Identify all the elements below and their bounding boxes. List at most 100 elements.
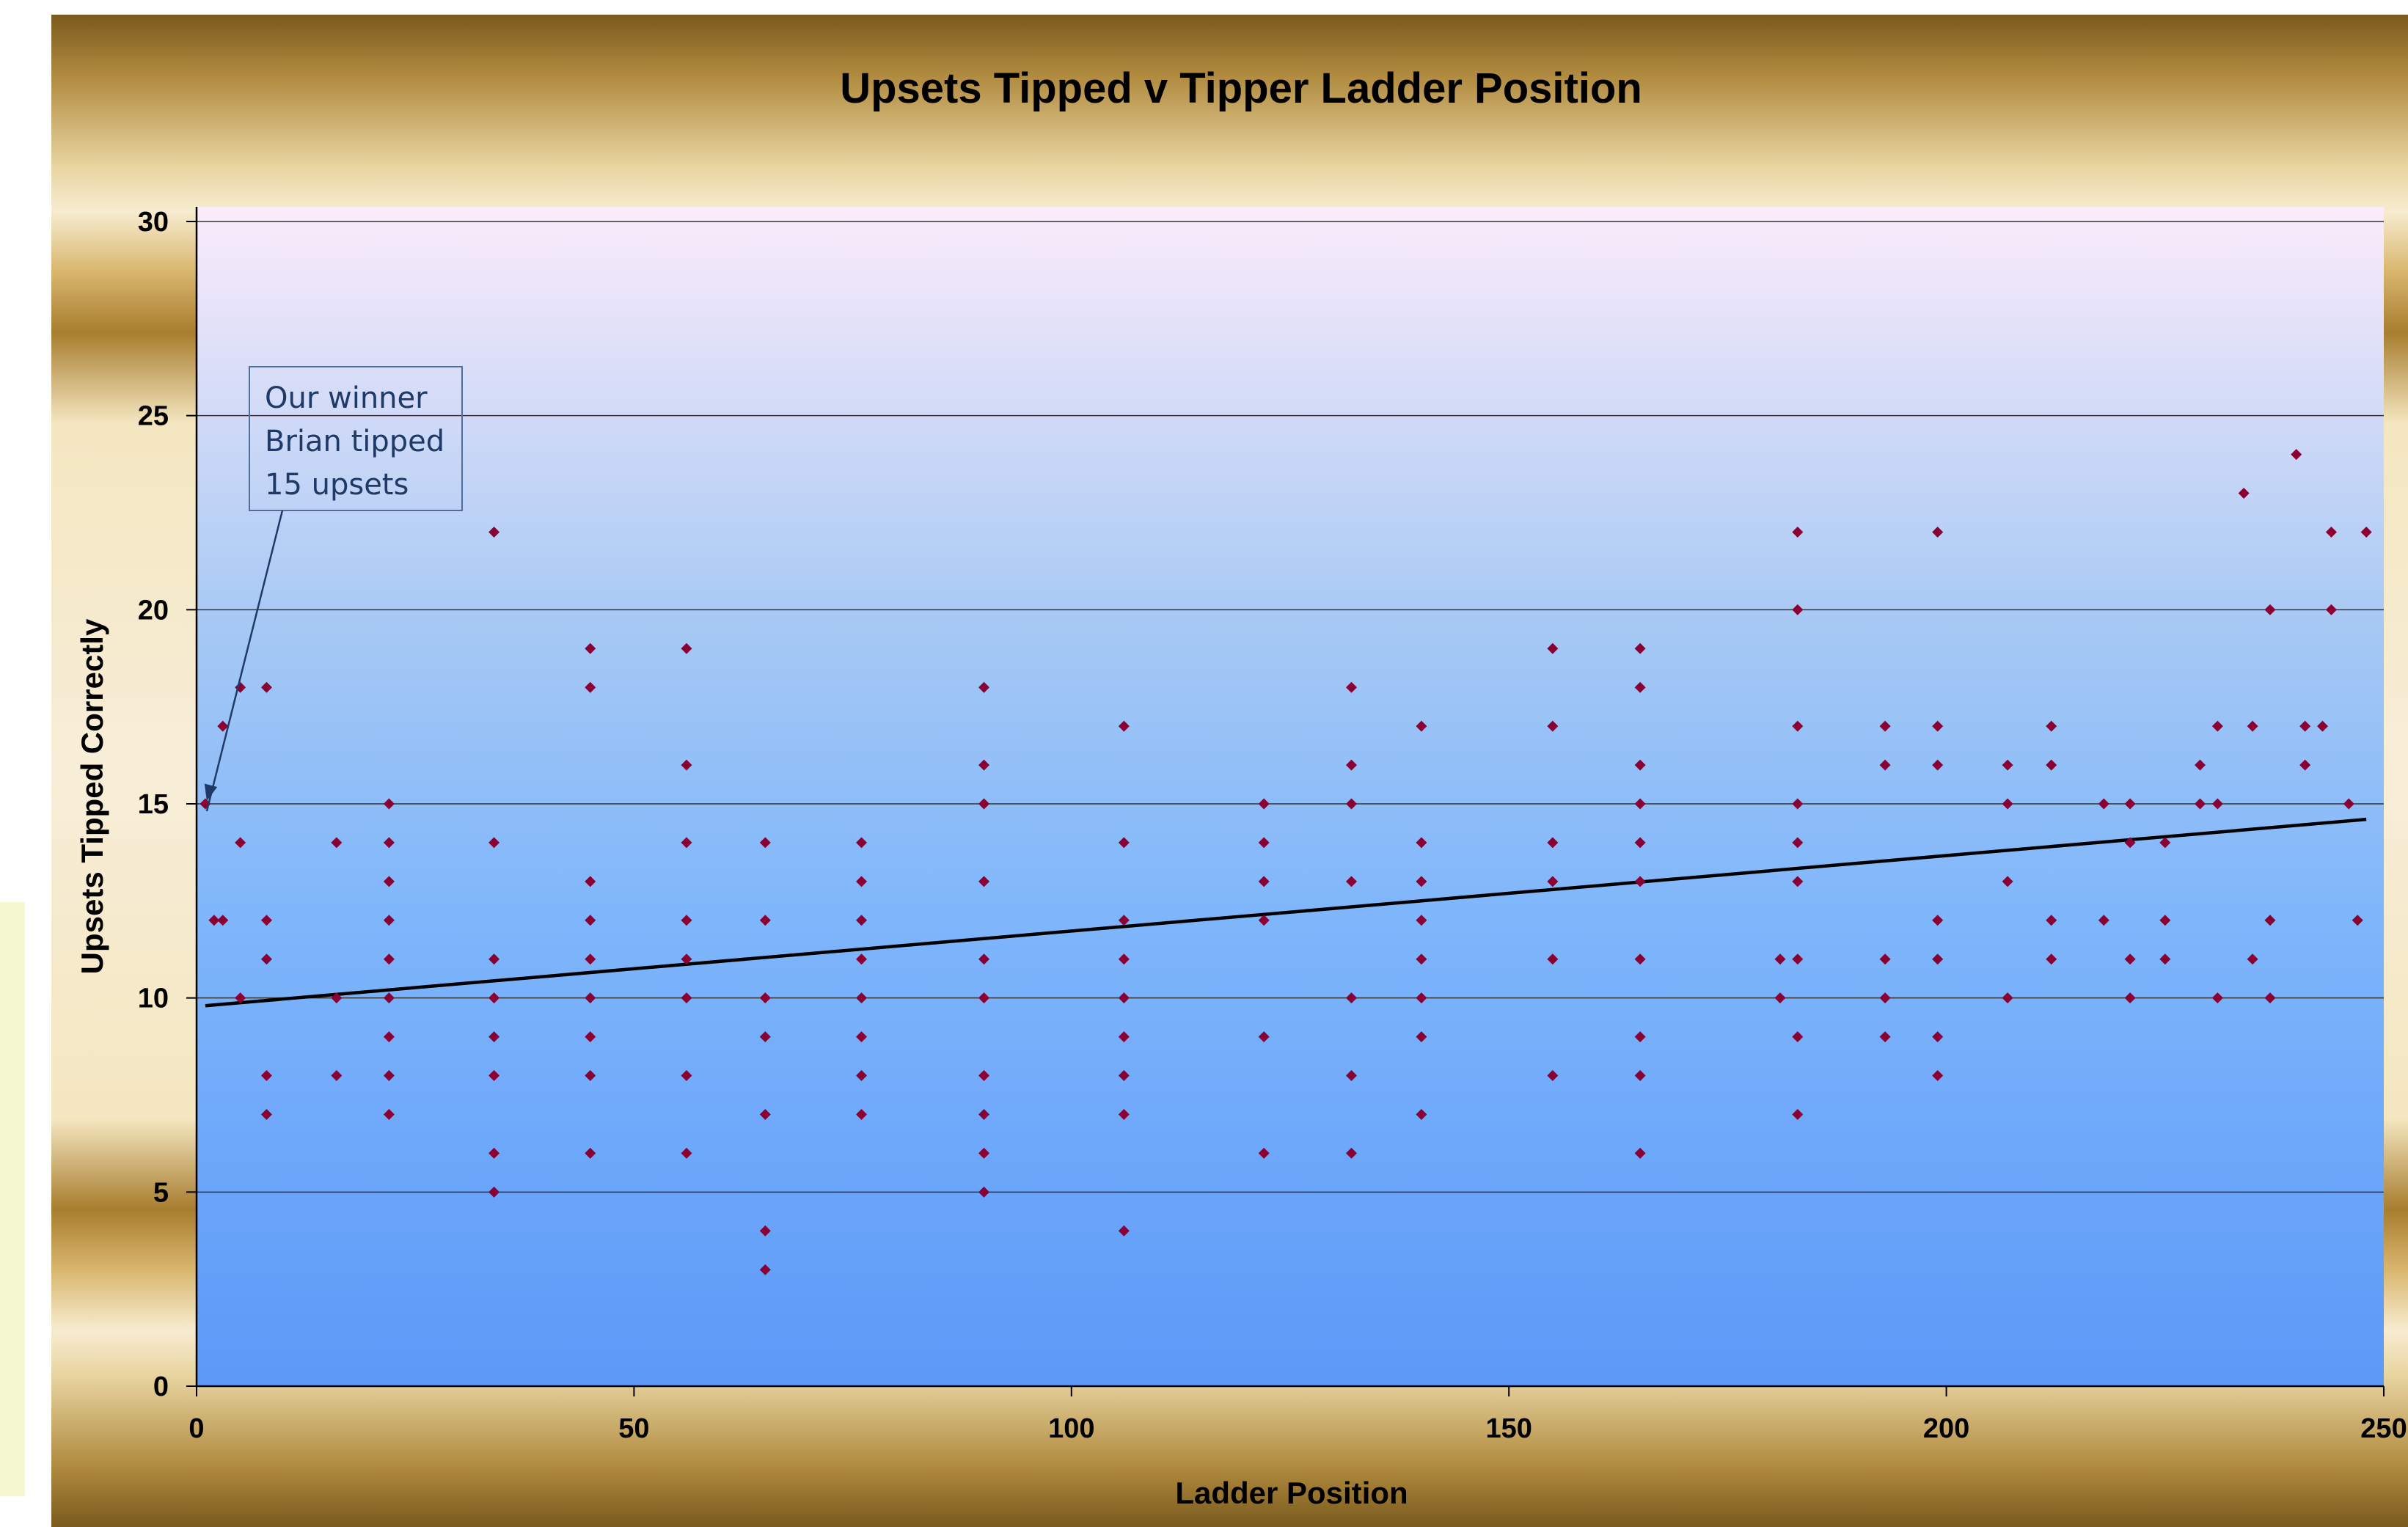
data-point — [488, 953, 500, 965]
data-point — [2002, 798, 2013, 810]
data-point — [208, 915, 220, 926]
data-point — [856, 1031, 868, 1043]
data-point — [759, 1264, 771, 1275]
trendline — [205, 817, 2367, 1008]
data-point — [1634, 876, 1646, 887]
data-point — [383, 876, 395, 887]
data-point — [1345, 876, 1357, 887]
data-point — [383, 798, 395, 810]
data-point — [681, 642, 692, 654]
data-point — [1345, 798, 1357, 810]
data-point — [331, 992, 343, 1004]
data-point — [2247, 953, 2258, 965]
data-point — [488, 1186, 500, 1198]
data-point — [1792, 837, 1804, 849]
data-point — [2098, 915, 2109, 926]
y-tick-label: 15 — [138, 789, 169, 820]
annotation-arrowhead — [204, 783, 218, 801]
data-point — [488, 837, 500, 849]
data-point — [681, 837, 692, 849]
data-point — [1118, 1031, 1130, 1043]
data-point — [1634, 1031, 1646, 1043]
data-point — [1118, 837, 1130, 849]
data-point — [2124, 953, 2136, 965]
data-point — [1345, 759, 1357, 771]
data-point — [331, 1070, 343, 1082]
data-point — [681, 915, 692, 926]
data-point — [1345, 1070, 1357, 1082]
data-point — [856, 876, 868, 887]
data-point — [260, 1108, 272, 1120]
data-point — [2046, 759, 2057, 771]
data-point — [585, 953, 596, 965]
data-point — [1774, 953, 1786, 965]
data-point — [1258, 798, 1270, 810]
x-tick-label: 50 — [618, 1413, 649, 1444]
data-point — [978, 1186, 990, 1198]
data-point — [1416, 992, 1427, 1004]
data-point — [585, 1031, 596, 1043]
data-point — [1792, 526, 1804, 538]
data-point — [1932, 1031, 1944, 1043]
data-point — [1118, 1070, 1130, 1082]
data-point — [488, 992, 500, 1004]
data-point — [2264, 915, 2276, 926]
data-point — [2211, 720, 2223, 732]
data-point — [1258, 876, 1270, 887]
data-point — [2002, 992, 2013, 1004]
data-point — [1345, 992, 1357, 1004]
y-tick-label: 20 — [138, 595, 169, 626]
data-point — [978, 1070, 990, 1082]
y-tick-label: 10 — [138, 984, 169, 1014]
data-point — [2159, 837, 2171, 849]
data-points — [200, 449, 2372, 1275]
annotation-line-1: Our winner — [265, 381, 428, 415]
data-point — [383, 1108, 395, 1120]
data-point — [260, 1070, 272, 1082]
data-point — [1118, 953, 1130, 965]
data-point — [2195, 798, 2206, 810]
data-point — [1879, 953, 1891, 965]
data-point — [978, 1108, 990, 1120]
data-point — [383, 1070, 395, 1082]
x-tick-label: 0 — [189, 1413, 204, 1444]
y-tick-label: 30 — [138, 207, 169, 238]
data-point — [1879, 759, 1891, 771]
scatter-chart: Upsets Tipped v Tipper Ladder Position 0… — [75, 65, 2407, 1510]
data-point — [759, 1225, 771, 1237]
data-point — [585, 642, 596, 654]
data-point — [235, 837, 246, 849]
data-point — [856, 992, 868, 1004]
data-point — [1792, 1031, 1804, 1043]
data-point — [585, 681, 596, 693]
data-point — [978, 992, 990, 1004]
data-point — [217, 720, 229, 732]
data-point — [1345, 681, 1357, 693]
data-point — [585, 915, 596, 926]
data-point — [2291, 449, 2302, 461]
data-point — [856, 837, 868, 849]
data-point — [681, 953, 692, 965]
data-point — [2124, 992, 2136, 1004]
data-point — [759, 837, 771, 849]
data-point — [759, 1108, 771, 1120]
data-point — [1118, 1225, 1130, 1237]
data-point — [1258, 915, 1270, 926]
plot-area — [197, 207, 2384, 1386]
y-axis-label: Upsets Tipped Correctly — [75, 618, 109, 974]
data-point — [978, 759, 990, 771]
axes — [186, 207, 2385, 1396]
y-tick-label: 0 — [153, 1372, 169, 1402]
data-point — [2098, 798, 2109, 810]
data-point — [1774, 992, 1786, 1004]
data-point — [759, 992, 771, 1004]
data-point — [856, 1108, 868, 1120]
data-point — [978, 953, 990, 965]
data-point — [1792, 720, 1804, 732]
data-point — [1792, 953, 1804, 965]
data-point — [1932, 759, 1944, 771]
data-point — [488, 1147, 500, 1159]
data-point — [260, 915, 272, 926]
data-point — [2124, 837, 2136, 849]
data-point — [978, 681, 990, 693]
